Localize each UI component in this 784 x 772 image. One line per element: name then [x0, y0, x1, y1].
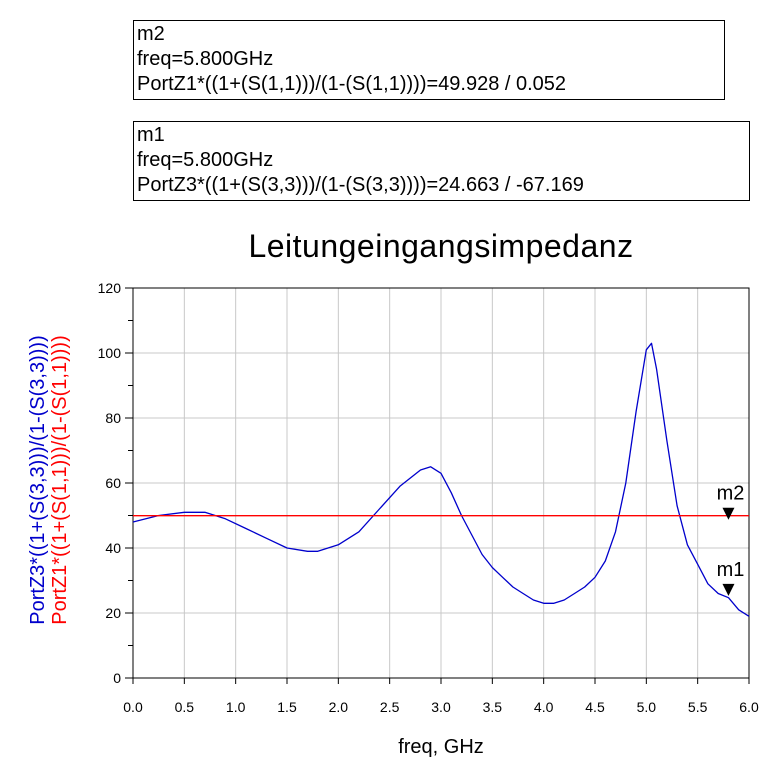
marker-label-m2: m2	[717, 483, 745, 505]
x-tick-label: 4.0	[534, 699, 554, 715]
x-tick-label: 6.0	[739, 699, 759, 715]
marker-value: PortZ1*((1+(S(1,1)))/(1-(S(1,1))))=49.92…	[137, 73, 567, 95]
marker-m2-readout: m2 freq=5.800GHz PortZ1*((1+(S(1,1)))/(1…	[133, 20, 725, 100]
marker-frequency: freq=5.800GHz	[137, 48, 274, 70]
x-tick-label: 3.5	[483, 699, 503, 715]
marker-name: m2	[137, 23, 165, 45]
series-line-portz3	[132, 342, 750, 617]
x-tick-label: 5.0	[637, 699, 657, 715]
y-label-line-red: PortZ1*((1+(S(1,1)))/(1-(S(1,1))))	[49, 335, 71, 625]
y-tick-label: 20	[105, 605, 121, 621]
x-tick-label: 1.5	[277, 699, 297, 715]
y-tick-label: 80	[105, 410, 121, 426]
y-label-line-blue: PortZ3*((1+(S(3,3)))/(1-(S(3,3))))	[27, 335, 49, 625]
chart-title: Leitungeingangsimpedanz	[248, 228, 634, 264]
y-tick-label: 120	[98, 280, 122, 296]
x-tick-label: 4.5	[585, 699, 605, 715]
marker-frequency: freq=5.800GHz	[137, 149, 274, 171]
x-tick-label: 2.0	[329, 699, 349, 715]
marker-triangle-m2	[722, 507, 735, 520]
y-tick-label: 100	[98, 345, 122, 361]
x-tick-label: 0.5	[175, 699, 195, 715]
x-tick-label: 2.5	[380, 699, 400, 715]
x-axis-label: freq, GHz	[398, 736, 484, 758]
x-tick-label: 1.0	[226, 699, 246, 715]
x-tick-label: 0.0	[123, 699, 143, 715]
marker-name: m1	[137, 124, 165, 146]
x-tick-label: 5.5	[688, 699, 708, 715]
y-tick-label: 0	[113, 670, 121, 686]
marker-m1-readout: m1 freq=5.800GHz PortZ3*((1+(S(3,3)))/(1…	[133, 121, 750, 201]
y-tick-label: 40	[105, 540, 121, 556]
marker-triangle-m1	[722, 583, 735, 596]
y-tick-label: 60	[105, 475, 121, 491]
marker-label-m1: m1	[717, 559, 745, 581]
x-tick-label: 3.0	[431, 699, 451, 715]
marker-value: PortZ3*((1+(S(3,3)))/(1-(S(3,3))))=24.66…	[137, 174, 584, 196]
